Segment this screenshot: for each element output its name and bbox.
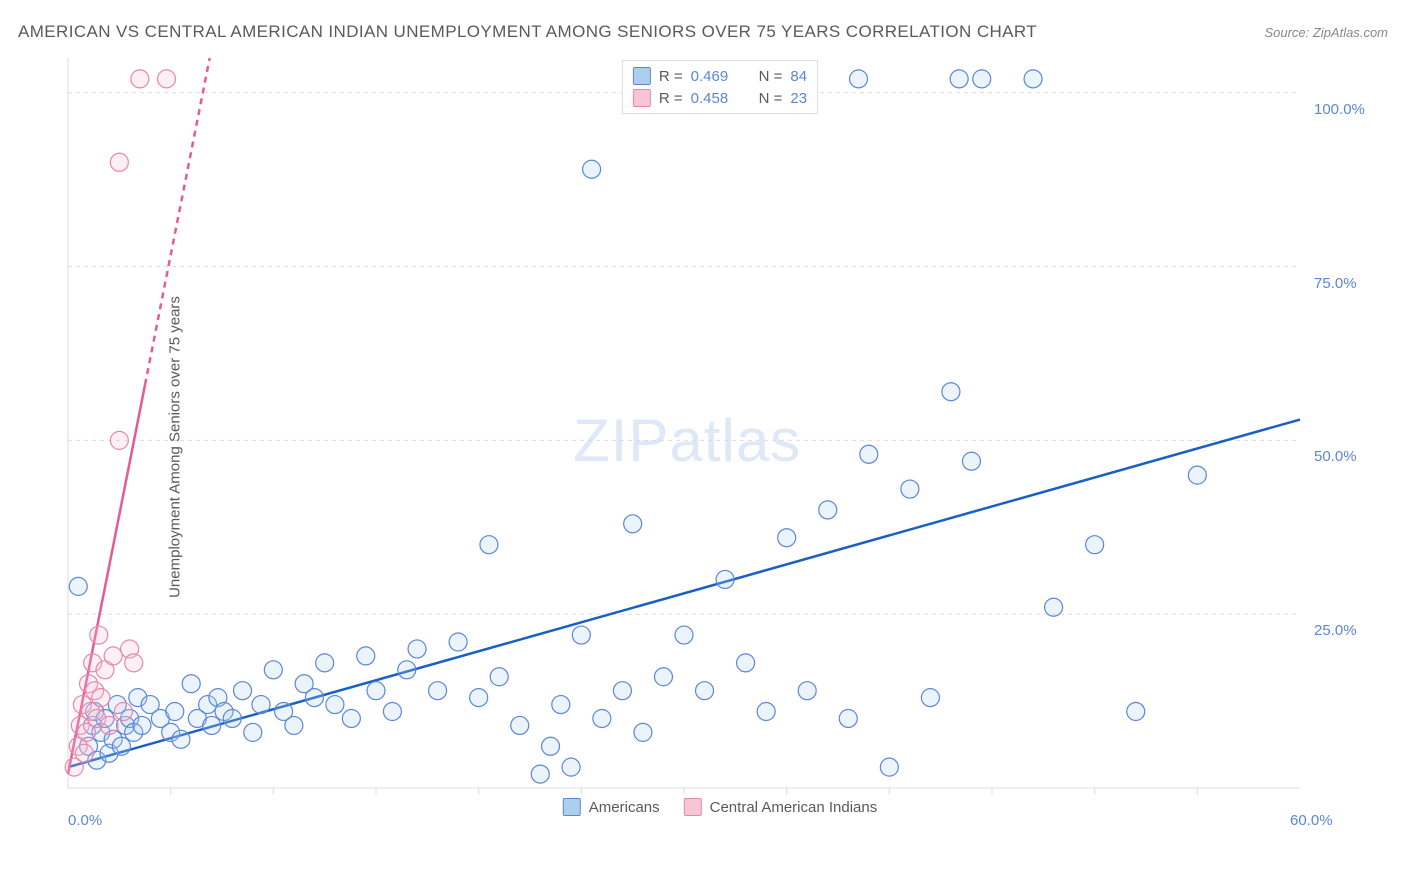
chart-title: AMERICAN VS CENTRAL AMERICAN INDIAN UNEM… (18, 22, 1037, 42)
legend-item-cai: Central American Indians (684, 798, 878, 816)
legend-N-label: N = (759, 90, 783, 107)
legend-N-value: 23 (790, 90, 807, 107)
y-tick-label: 75.0% (1314, 275, 1357, 292)
y-tick-label: 50.0% (1314, 448, 1357, 465)
legend-swatch-icon (684, 798, 702, 816)
legend-label: Central American Indians (710, 799, 878, 816)
legend-item-americans: Americans (563, 798, 660, 816)
legend-N-label: N = (759, 68, 783, 85)
chart-svg (60, 58, 1380, 836)
legend-swatch-icon (633, 89, 651, 107)
correlation-legend: R = 0.469 N = 84 R = 0.458 N = 23 (622, 60, 818, 114)
y-tick-label: 25.0% (1314, 622, 1357, 639)
plot-area: Unemployment Among Seniors over 75 years… (60, 58, 1380, 836)
legend-row-americans: R = 0.469 N = 84 (633, 65, 807, 87)
source-label: Source: ZipAtlas.com (1264, 25, 1388, 40)
legend-R-label: R = (659, 90, 683, 107)
y-axis-label: Unemployment Among Seniors over 75 years (166, 296, 183, 598)
legend-row-cai: R = 0.458 N = 23 (633, 87, 807, 109)
chart-header: AMERICAN VS CENTRAL AMERICAN INDIAN UNEM… (18, 22, 1388, 42)
legend-swatch-icon (563, 798, 581, 816)
legend-swatch-icon (633, 67, 651, 85)
y-tick-label: 100.0% (1314, 101, 1365, 118)
legend-N-value: 84 (790, 68, 807, 85)
legend-R-label: R = (659, 68, 683, 85)
legend-R-value: 0.458 (691, 90, 741, 107)
legend-label: Americans (589, 799, 660, 816)
x-tick-label: 0.0% (68, 812, 102, 829)
series-legend: Americans Central American Indians (563, 798, 877, 816)
legend-R-value: 0.469 (691, 68, 741, 85)
x-tick-label: 60.0% (1290, 812, 1333, 829)
